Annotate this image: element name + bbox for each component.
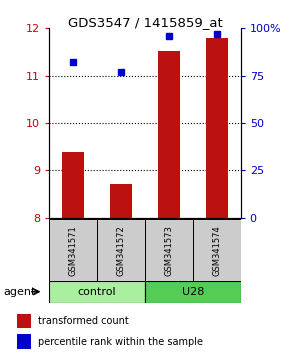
Text: GSM341571: GSM341571 <box>69 225 78 276</box>
Bar <box>62 152 84 218</box>
Bar <box>193 219 241 281</box>
Text: GSM341573: GSM341573 <box>164 225 173 276</box>
Text: agent: agent <box>3 287 35 297</box>
Text: transformed count: transformed count <box>38 316 129 326</box>
Bar <box>97 219 145 281</box>
Bar <box>145 281 241 303</box>
Text: GSM341574: GSM341574 <box>212 225 221 276</box>
Text: U28: U28 <box>182 287 204 297</box>
Bar <box>17 334 31 349</box>
Bar <box>110 184 132 218</box>
Bar <box>206 38 228 218</box>
Text: percentile rank within the sample: percentile rank within the sample <box>38 337 203 347</box>
Bar <box>158 51 180 218</box>
Bar <box>17 314 31 329</box>
Text: GSM341572: GSM341572 <box>117 225 126 276</box>
Bar <box>49 281 145 303</box>
Text: control: control <box>78 287 117 297</box>
Text: GDS3547 / 1415859_at: GDS3547 / 1415859_at <box>68 16 222 29</box>
Bar <box>145 219 193 281</box>
Bar <box>49 219 97 281</box>
